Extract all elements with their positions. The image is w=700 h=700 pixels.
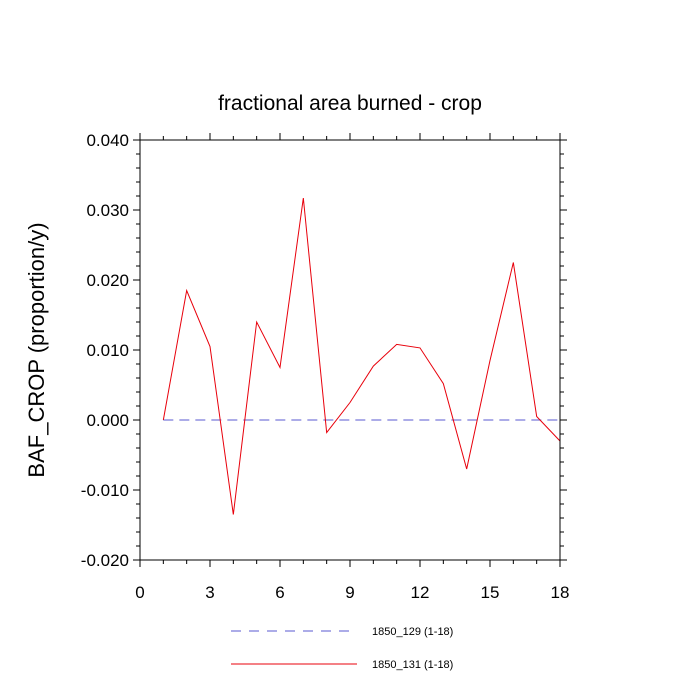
series-lines	[162, 198, 561, 515]
legend: 1850_129 (1-18) 1850_131 (1-18)	[231, 626, 453, 671]
x-tick-label: 15	[481, 583, 500, 602]
x-tick-label: 3	[205, 583, 214, 602]
x-tick-label: 6	[275, 583, 284, 602]
tick-labels: 0 3 6 9 12 15 18 -0.020 -0.010 0.000 0.010 0.020 0.0…	[81, 131, 570, 602]
chart-title: fractional area burned - crop	[218, 92, 482, 115]
y-tick-label: 0.030	[86, 201, 129, 220]
y-axis-label: BAF_CROP (proportion/y)	[24, 222, 49, 477]
y-tick-label: 0.040	[86, 131, 129, 150]
y-tick-label: 0.000	[86, 411, 129, 430]
y-tick-label: -0.010	[81, 481, 129, 500]
x-tick-label: 18	[551, 583, 570, 602]
x-tick-label: 0	[135, 583, 144, 602]
legend-label-1: 1850_129 (1-18)	[372, 626, 453, 638]
y-tick-label: -0.020	[81, 551, 129, 570]
axis-ticks	[133, 133, 567, 567]
y-tick-label: 0.020	[86, 271, 129, 290]
x-tick-label: 12	[411, 583, 430, 602]
x-tick-label: 9	[345, 583, 354, 602]
plot-frame	[139, 139, 561, 561]
y-tick-label: 0.010	[86, 341, 129, 360]
legend-label-2: 1850_131 (1-18)	[372, 659, 453, 671]
series-line-2	[162, 198, 561, 515]
